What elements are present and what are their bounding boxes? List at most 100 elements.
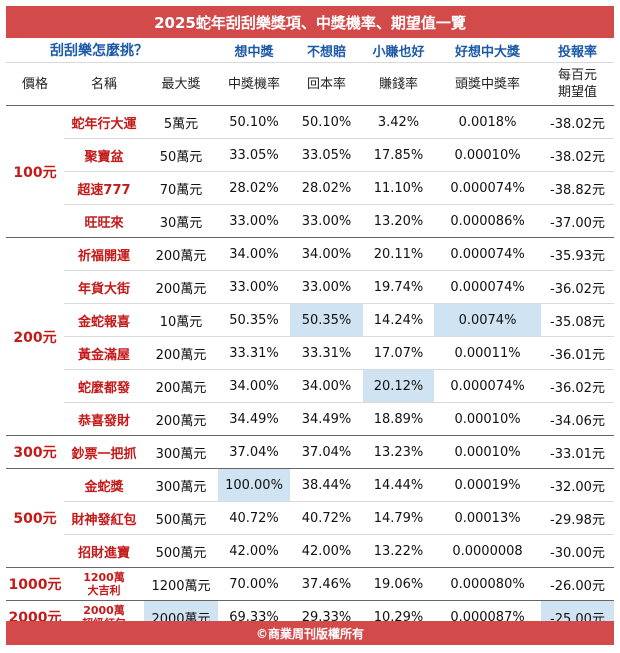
table-row: 蛇麼都發 200萬元 34.00% 34.00% 20.12% 0.000074% -36.… [6,369,615,403]
col-max-prize: 最大獎 [144,62,219,106]
max-prize-cell: 50萬元 [144,138,219,172]
page-title: 2025蛇年刮刮樂獎項、中獎機率、期望值一覽 [6,6,614,38]
payback-rate-cell: 34.49% [290,402,364,436]
profit-rate-cell: 13.22% [363,534,435,568]
win-rate-cell: 34.00% [218,237,291,271]
expected-value-cell: -26.00元 [541,567,615,601]
max-prize-cell: 1200萬元 [144,567,219,601]
top-prize-rate-cell: 0.000074% [434,237,542,271]
top-prize-rate-cell: 0.000086% [434,204,542,238]
table-row: 500元 金蛇獎 300萬元 100.00% 38.44% 14.44% 0.00019% -… [6,468,615,568]
goal-win: 想中獎 [234,44,274,60]
expected-value-cell: -35.93元 [541,237,615,271]
payback-rate-cell: 50.35% [290,303,364,337]
win-rate-cell: 37.04% [218,435,291,469]
top-prize-rate-cell: 0.000074% [434,270,542,304]
col-price: 價格 [6,62,64,106]
price-cell: 1000元 [6,567,64,601]
col-profit-rate: 賺錢率 [363,62,435,106]
ticket-name: 1200萬 大吉利 [64,567,144,601]
price-cell: 100元 [6,105,64,238]
payback-rate-cell: 28.02% [290,171,364,205]
ticket-name: 蛇年行大運 [64,105,144,139]
payback-rate-cell: 33.00% [290,270,364,304]
top-prize-rate-cell: 0.00010% [434,138,542,172]
expected-value-cell: -33.01元 [541,435,615,469]
max-prize-cell: 200萬元 [144,270,219,304]
profit-rate-cell: 14.24% [363,303,435,337]
win-rate-cell: 42.00% [218,534,291,568]
lottery-table: 刮刮樂怎麼挑？ 想中獎 不想賠 小賺也好 好想中大獎 投報率 價格 名稱 最大獎… [6,38,615,633]
top-prize-rate-cell: 0.000074% [434,369,542,403]
table-row: 金蛇報喜 10萬元 50.35% 50.35% 14.24% 0.0074% -35.08元 [6,303,615,337]
win-rate-cell: 34.00% [218,369,291,403]
expected-value-cell: -35.08元 [541,303,615,337]
win-rate-cell: 70.00% [218,567,291,601]
max-prize-cell: 200萬元 [144,237,219,271]
ticket-name: 招財進寶 [64,534,144,568]
expected-value-cell: -32.00元 [541,468,615,502]
table-row: 超速777 70萬元 28.02% 28.02% 11.10% 0.000074% -38.… [6,171,615,205]
max-prize-cell: 10萬元 [144,303,219,337]
payback-rate-cell: 34.00% [290,369,364,403]
win-rate-cell: 33.00% [218,270,291,304]
ticket-name: 金蛇獎 [64,468,144,502]
top-prize-rate-cell: 0.00010% [434,402,542,436]
ticket-name: 財神發紅包 [64,501,144,535]
payback-rate-cell: 50.10% [290,105,364,139]
win-rate-cell: 40.72% [218,501,291,535]
profit-rate-cell: 17.07% [363,336,435,370]
table-row: 100元 蛇年行大運 5萬元 50.10% 50.10% 3.42% 0.0018% -38.… [6,105,615,238]
max-prize-cell: 500萬元 [144,501,219,535]
max-prize-cell: 30萬元 [144,204,219,238]
profit-rate-cell: 13.20% [363,204,435,238]
payback-rate-cell: 34.00% [290,237,364,271]
payback-rate-cell: 33.05% [290,138,364,172]
win-rate-cell: 33.31% [218,336,291,370]
price-cell: 300元 [6,435,64,469]
top-prize-rate-cell: 0.000080% [434,567,542,601]
question-label: 刮刮樂怎麼挑？ [50,43,148,59]
table-row: 黃金滿屋 200萬元 33.31% 33.31% 17.07% 0.00011% -36.0… [6,336,615,370]
win-rate-cell: 28.02% [218,171,291,205]
win-rate-cell: 33.00% [218,204,291,238]
ticket-name: 恭喜發財 [64,402,144,436]
payback-rate-cell: 37.04% [290,435,364,469]
table-row: 旺旺來 30萬元 33.00% 33.00% 13.20% 0.000086% -37.00… [6,204,615,238]
profit-rate-cell: 18.89% [363,402,435,436]
profit-rate-cell: 20.12% [363,369,435,403]
col-name: 名稱 [64,62,144,106]
ticket-name: 金蛇報喜 [64,303,144,337]
expected-value-cell: -38.82元 [541,171,615,205]
col-payback-rate: 回本率 [290,62,364,106]
goal-small-profit: 小賺也好 [372,44,425,60]
top-prize-rate-cell: 0.0074% [434,303,542,337]
expected-value-cell: -30.00元 [541,534,615,568]
win-rate-cell: 100.00% [218,468,291,502]
ticket-name: 祈福開運 [64,237,144,271]
max-prize-cell: 70萬元 [144,171,219,205]
expected-value-cell: -29.98元 [541,501,615,535]
profit-rate-cell: 13.23% [363,435,435,469]
payback-rate-cell: 38.44% [290,468,364,502]
top-prize-rate-cell: 0.00013% [434,501,542,535]
goal-return: 投報率 [558,44,598,60]
expected-value-cell: -34.06元 [541,402,615,436]
expected-value-cell: -38.02元 [541,105,615,139]
goal-jackpot: 好想中大獎 [455,44,521,60]
max-prize-cell: 200萬元 [144,336,219,370]
table-row: 招財進寶 500萬元 42.00% 42.00% 13.22% 0.0000008 -30.… [6,534,615,568]
expected-value-cell: -37.00元 [541,204,615,238]
price-cell: 500元 [6,468,64,568]
max-prize-cell: 5萬元 [144,105,219,139]
top-prize-rate-cell: 0.00010% [434,435,542,469]
max-prize-cell: 500萬元 [144,534,219,568]
goal-no-loss: 不想賠 [307,44,347,60]
table-row: 聚寶盆 50萬元 33.05% 33.05% 17.85% 0.00010% -38.02元 [6,138,615,172]
max-prize-cell: 300萬元 [144,435,219,469]
profit-rate-cell: 11.10% [363,171,435,205]
expected-value-cell: -36.02元 [541,270,615,304]
table-row: 財神發紅包 500萬元 40.72% 40.72% 14.79% 0.00013% -29.… [6,501,615,535]
profit-rate-cell: 3.42% [363,105,435,139]
max-prize-cell: 300萬元 [144,468,219,502]
